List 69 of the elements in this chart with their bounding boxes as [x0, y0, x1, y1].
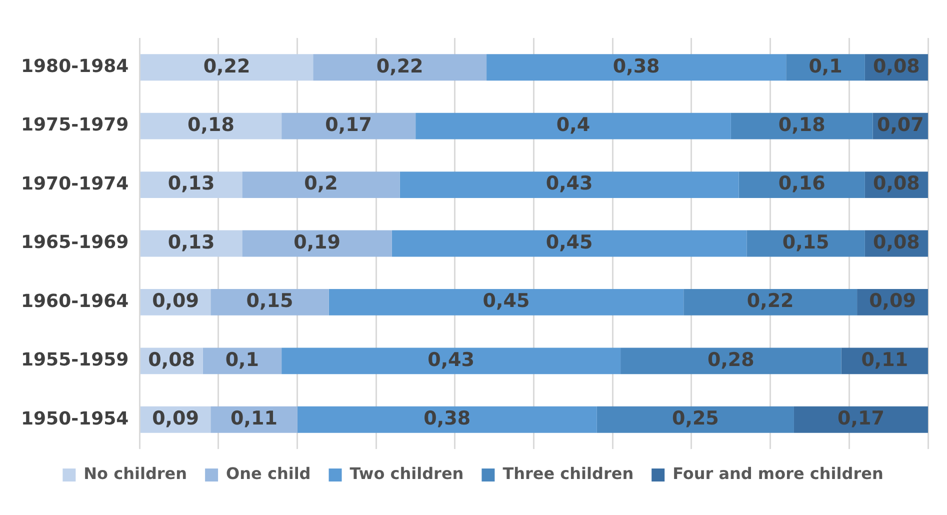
data-label: 0,15: [246, 290, 294, 312]
data-label: 0,17: [325, 114, 372, 136]
legend-label: Four and more children: [672, 464, 884, 484]
legend-label: No children: [84, 464, 188, 484]
y-tick-label: 1950-1954: [20, 408, 129, 430]
data-label: 0,08: [148, 348, 196, 371]
data-label: 0,17: [838, 408, 884, 430]
data-label: 0,18: [778, 114, 826, 136]
data-label: 0,16: [778, 172, 826, 195]
bar: [738, 172, 865, 198]
y-tick-label: 1970-1974: [20, 173, 129, 194]
data-label: 0,22: [746, 290, 794, 312]
data-label: 0,07: [876, 114, 924, 136]
data-label: 0,09: [152, 290, 199, 312]
bar: [282, 348, 621, 374]
y-tick-label: 1955-1959: [20, 350, 129, 371]
legend-label: Two children: [350, 464, 464, 484]
data-label: 0,18: [188, 114, 234, 136]
bar: [297, 406, 597, 433]
bar: [486, 54, 786, 81]
data-label: 0,08: [873, 231, 920, 254]
bar: [786, 54, 865, 81]
bar: [400, 172, 739, 198]
data-label: 0,22: [376, 55, 424, 78]
legend-label: One child: [226, 464, 311, 484]
data-label: 0,11: [230, 408, 278, 430]
bar: [242, 172, 400, 198]
data-label: 0,4: [556, 114, 590, 136]
data-label: 0,11: [861, 348, 908, 371]
bar: [140, 54, 314, 81]
bar: [210, 289, 329, 316]
data-label: 0,45: [546, 231, 593, 254]
data-label: 0,19: [294, 231, 340, 254]
bar: [282, 112, 416, 140]
data-label: 0,08: [873, 172, 920, 195]
data-label: 0,09: [152, 408, 199, 430]
data-label: 0,2: [304, 172, 338, 195]
bar: [392, 230, 747, 257]
data-label: 0,25: [672, 408, 719, 430]
y-tick-label: 1965-1969: [20, 232, 129, 254]
data-label: 0,38: [612, 55, 660, 78]
bar: [596, 406, 794, 433]
data-label: 0,22: [203, 55, 250, 78]
data-label: 0,09: [869, 290, 916, 312]
bar: [202, 348, 282, 374]
bar: [242, 230, 392, 257]
y-tick-label: 1960-1964: [20, 290, 129, 312]
data-label: 0,15: [782, 231, 830, 254]
data-label: 0,28: [707, 348, 754, 371]
bar: [313, 54, 487, 81]
data-label: 0,43: [546, 172, 593, 195]
bar: [794, 406, 928, 433]
legend-label: Three children: [502, 464, 634, 484]
bar: [328, 289, 684, 316]
data-label: 0,45: [482, 290, 530, 312]
bar: [684, 289, 858, 316]
data-label: 0,13: [168, 231, 215, 254]
data-label: 0,1: [225, 348, 259, 371]
y-tick-label: 1975-1979: [20, 114, 129, 136]
data-label: 0,1: [808, 55, 842, 78]
bar: [620, 348, 842, 374]
data-label: 0,38: [424, 408, 471, 430]
bar: [416, 112, 731, 140]
data-label: 0,43: [428, 348, 475, 371]
data-label: 0,08: [873, 55, 920, 78]
data-label: 0,13: [168, 172, 215, 195]
bar: [140, 112, 282, 140]
y-tick-label: 1980-1984: [20, 56, 129, 78]
bar: [730, 112, 873, 140]
